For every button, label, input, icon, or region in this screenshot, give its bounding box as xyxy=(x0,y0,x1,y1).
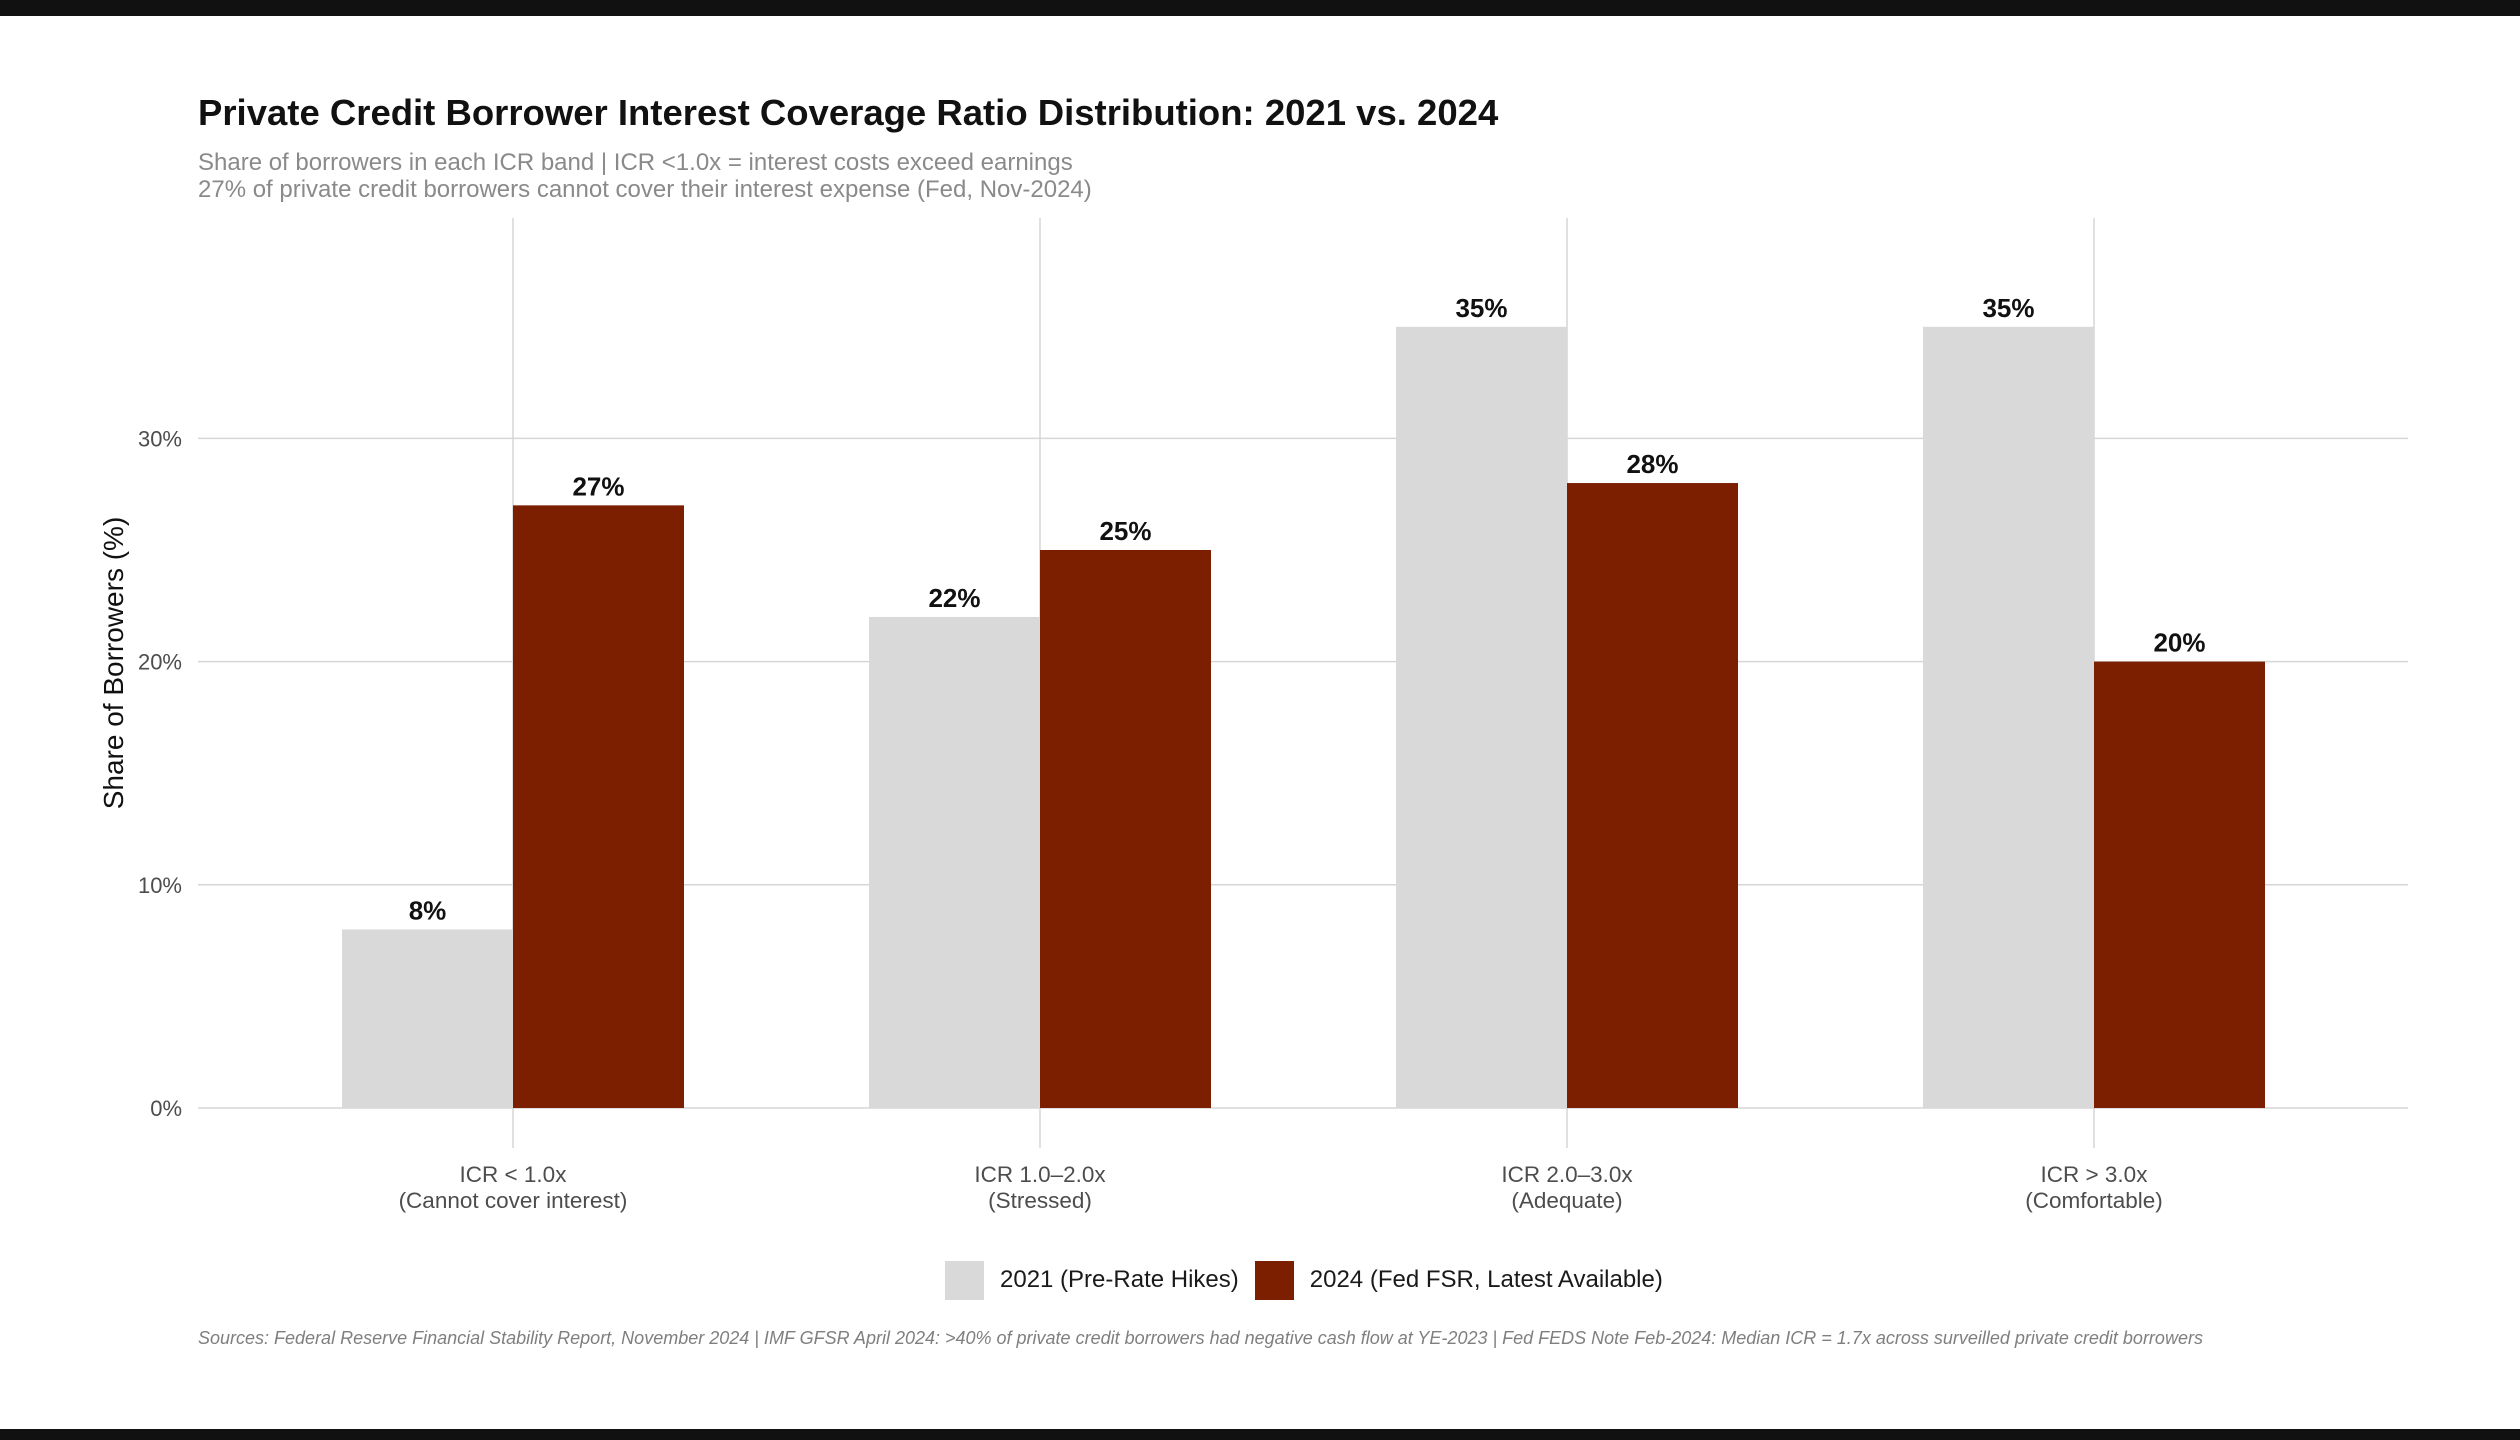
bar-value-label: 8% xyxy=(409,895,447,925)
bar-2021 xyxy=(1923,326,2094,1108)
y-axis-title: Share of Borrowers (%) xyxy=(98,517,129,810)
bar-2024 xyxy=(2094,661,2265,1108)
bar-2024 xyxy=(1567,483,1738,1108)
legend-item-2024: 2024 (Fed FSR, Latest Available) xyxy=(1254,1260,1663,1300)
bar-value-label: 35% xyxy=(1982,293,2034,323)
x-tick-label: ICR 1.0–2.0x (Stressed) xyxy=(974,1162,1106,1213)
x-tick-label-line: ICR < 1.0x xyxy=(460,1162,568,1187)
source-caption: Sources: Federal Reserve Financial Stabi… xyxy=(198,1328,2203,1348)
legend-label-2021: 2021 (Pre-Rate Hikes) xyxy=(1000,1266,1239,1293)
bars xyxy=(342,326,2265,1108)
bar-2024 xyxy=(1040,550,1211,1108)
bar-value-label: 35% xyxy=(1455,293,1507,323)
bar-2021 xyxy=(342,929,513,1108)
chart-subtitle: Share of borrowers in each ICR band | IC… xyxy=(198,149,1092,203)
bar-2024 xyxy=(513,505,684,1108)
legend-label-2024: 2024 (Fed FSR, Latest Available) xyxy=(1309,1266,1663,1293)
legend-swatch-2021 xyxy=(945,1260,984,1300)
bar-2021 xyxy=(1396,326,1567,1108)
x-tick-label-line: ICR 2.0–3.0x xyxy=(1501,1162,1633,1187)
x-tick-label: ICR < 1.0x (Cannot cover interest) xyxy=(399,1162,628,1213)
x-tick-label-line: (Cannot cover interest) xyxy=(399,1188,628,1213)
legend-swatch-2024 xyxy=(1254,1260,1294,1300)
axes: 0% 10% 20% 30% ICR < 1.0x (Cannot cover inter… xyxy=(98,426,2163,1213)
legend-item-2021: 2021 (Pre-Rate Hikes) xyxy=(945,1260,1239,1300)
bar-value-label: 22% xyxy=(928,583,980,613)
bar-2021 xyxy=(869,616,1040,1108)
x-tick-label-line: ICR > 3.0x xyxy=(2041,1162,2149,1187)
top-frame-bar xyxy=(0,0,2520,16)
data-labels: 8% 22% 35% 35% 27% 25% 28% 20% xyxy=(409,293,2206,926)
bar-value-label: 20% xyxy=(2153,628,2205,658)
x-tick-label: ICR 2.0–3.0x (Adequate) xyxy=(1501,1162,1633,1213)
x-tick-label-line: (Stressed) xyxy=(988,1188,1092,1213)
x-tick-label-line: (Comfortable) xyxy=(2025,1188,2163,1213)
bottom-frame-bar xyxy=(0,1429,2520,1440)
legend: 2021 (Pre-Rate Hikes) 2024 (Fed FSR, Lat… xyxy=(945,1260,1679,1300)
chart-title: Private Credit Borrower Interest Coverag… xyxy=(198,92,1499,133)
x-tick-label: ICR > 3.0x (Comfortable) xyxy=(2025,1162,2163,1213)
subtitle-line-2: 27% of private credit borrowers cannot c… xyxy=(198,176,1092,203)
y-tick-label: 30% xyxy=(138,426,182,451)
y-tick-label: 10% xyxy=(138,873,182,898)
x-tick-label-line: (Adequate) xyxy=(1511,1188,1622,1213)
bar-value-label: 28% xyxy=(1626,449,1678,479)
y-tick-label: 0% xyxy=(150,1096,182,1121)
bar-value-label: 25% xyxy=(1099,516,1151,546)
y-tick-label: 20% xyxy=(138,650,182,675)
subtitle-line-1: Share of borrowers in each ICR band | IC… xyxy=(198,149,1073,176)
bar-value-label: 27% xyxy=(572,471,624,501)
x-tick-label-line: ICR 1.0–2.0x xyxy=(974,1162,1106,1187)
